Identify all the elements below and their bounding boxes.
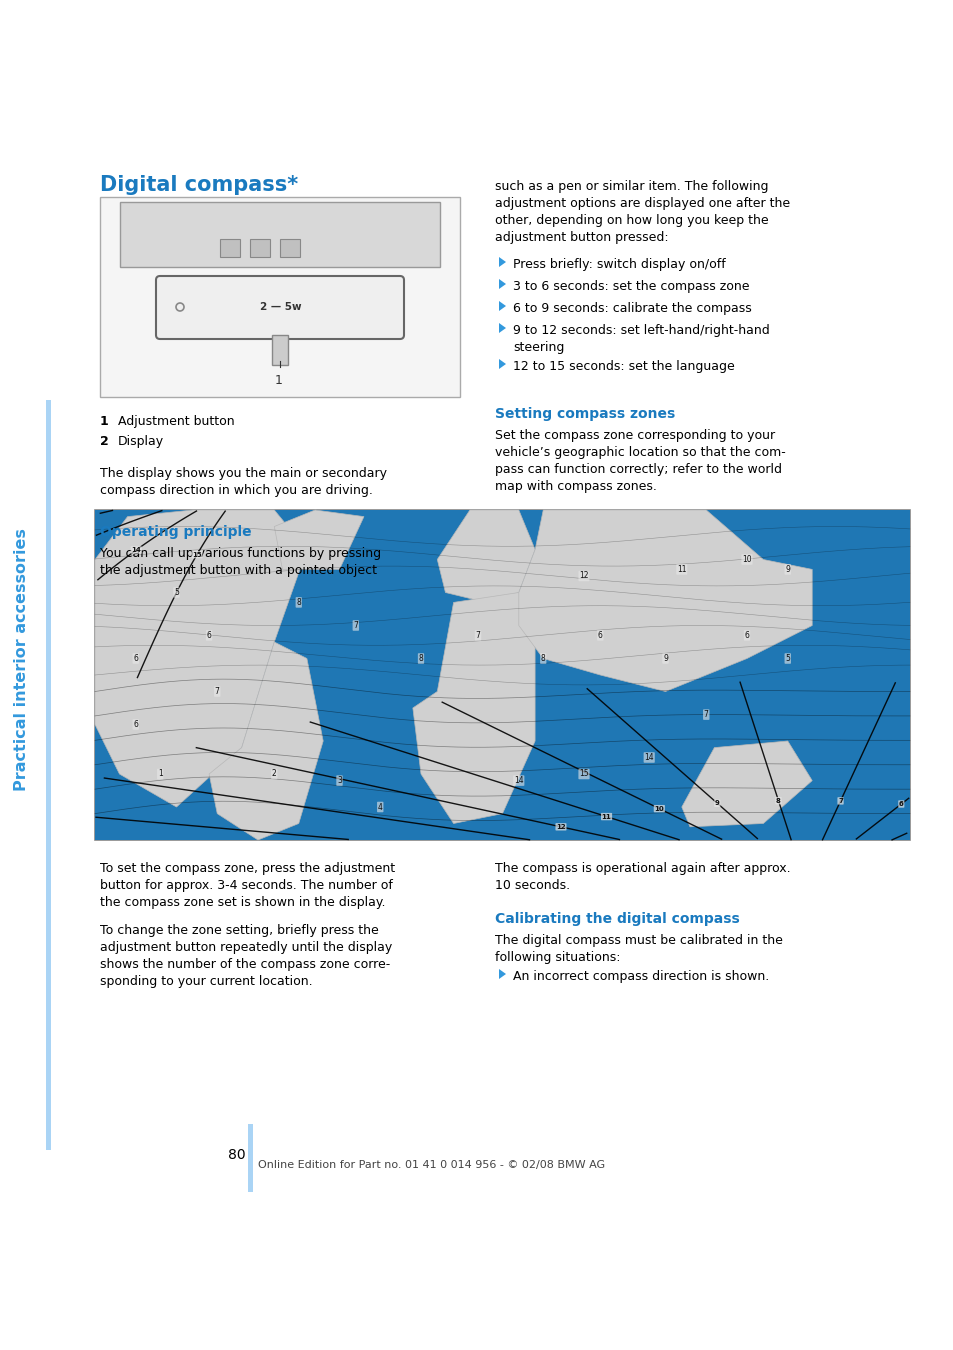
Text: Calibrating the digital compass: Calibrating the digital compass	[495, 913, 739, 926]
Polygon shape	[274, 510, 363, 570]
Text: 1: 1	[100, 414, 109, 428]
Bar	[95, 510, 909, 840]
Bar	[280, 239, 299, 256]
Polygon shape	[518, 510, 811, 691]
Text: Operating principle: Operating principle	[100, 525, 252, 539]
Text: 8: 8	[296, 598, 301, 608]
Bar	[120, 202, 439, 267]
Text: 9: 9	[714, 801, 719, 806]
Polygon shape	[95, 510, 307, 807]
Text: 6: 6	[207, 630, 212, 640]
Text: 6: 6	[598, 630, 602, 640]
Text: 7: 7	[214, 687, 219, 697]
Text: Practical interior accessories: Practical interior accessories	[14, 529, 30, 791]
Text: You can call up various functions by pressing
the adjustment button with a point: You can call up various functions by pre…	[100, 547, 381, 576]
Text: 7: 7	[353, 621, 358, 630]
Text: 14: 14	[514, 776, 523, 786]
Text: 7: 7	[476, 630, 480, 640]
FancyBboxPatch shape	[100, 197, 459, 397]
Text: The compass is operational again after approx.
10 seconds.: The compass is operational again after a…	[495, 863, 790, 892]
Bar	[220, 239, 240, 256]
Polygon shape	[498, 256, 505, 267]
Text: Digital compass*: Digital compass*	[100, 176, 298, 194]
Text: 4: 4	[377, 802, 382, 811]
Text: 3: 3	[336, 776, 341, 786]
Text: 9 to 12 seconds: set left-hand/right-hand
steering: 9 to 12 seconds: set left-hand/right-han…	[513, 324, 769, 354]
Polygon shape	[498, 323, 505, 333]
Text: 11: 11	[677, 564, 686, 574]
Text: 1: 1	[274, 374, 283, 387]
Text: 6 to 9 seconds: calibrate the compass: 6 to 9 seconds: calibrate the compass	[513, 302, 751, 315]
Text: 9: 9	[662, 653, 667, 663]
Text: 15: 15	[192, 552, 202, 558]
Text: Online Edition for Part no. 01 41 0 014 956 - © 02/08 BMW AG: Online Edition for Part no. 01 41 0 014 …	[257, 1160, 604, 1170]
Text: 8: 8	[775, 798, 781, 803]
Polygon shape	[498, 279, 505, 289]
Polygon shape	[413, 593, 535, 824]
Text: 15: 15	[578, 769, 588, 779]
Text: To set the compass zone, press the adjustment
button for approx. 3-4 seconds. Th: To set the compass zone, press the adjus…	[100, 863, 395, 909]
Polygon shape	[681, 741, 811, 826]
Text: 14: 14	[132, 547, 141, 553]
Polygon shape	[498, 301, 505, 310]
Bar	[250, 239, 270, 256]
Text: 11: 11	[601, 814, 611, 819]
Bar	[95, 510, 909, 840]
Text: 80: 80	[228, 1148, 245, 1162]
Text: 2 — 5w: 2 — 5w	[260, 302, 301, 312]
Polygon shape	[436, 510, 535, 602]
Text: 6: 6	[898, 801, 902, 807]
Text: Adjustment button: Adjustment button	[118, 414, 234, 428]
Text: 7: 7	[703, 710, 708, 720]
Text: 7: 7	[838, 798, 842, 803]
Text: Display: Display	[118, 435, 164, 448]
Text: 5: 5	[173, 589, 179, 597]
FancyBboxPatch shape	[156, 275, 403, 339]
Text: Press briefly: switch display on/off: Press briefly: switch display on/off	[513, 258, 725, 271]
Text: 2: 2	[100, 435, 109, 448]
Text: 12: 12	[556, 824, 565, 830]
Text: 6: 6	[133, 653, 138, 663]
Text: 12 to 15 seconds: set the language: 12 to 15 seconds: set the language	[513, 360, 734, 373]
Text: 6: 6	[133, 720, 138, 729]
Text: 14: 14	[643, 753, 654, 761]
Text: 6: 6	[743, 630, 749, 640]
Text: such as a pen or similar item. The following
adjustment options are displayed on: such as a pen or similar item. The follo…	[495, 180, 789, 244]
Text: 1: 1	[157, 769, 162, 779]
Text: 8: 8	[540, 653, 545, 663]
Text: 3 to 6 seconds: set the compass zone: 3 to 6 seconds: set the compass zone	[513, 279, 749, 293]
Bar	[272, 335, 288, 365]
Text: 10: 10	[741, 555, 751, 564]
Text: The display shows you the main or secondary
compass direction in which you are d: The display shows you the main or second…	[100, 467, 387, 497]
Text: Set the compass zone corresponding to your
vehicle’s geographic location so that: Set the compass zone corresponding to yo…	[495, 429, 785, 493]
Text: 12: 12	[578, 571, 588, 580]
Text: Setting compass zones: Setting compass zones	[495, 406, 675, 421]
Text: An incorrect compass direction is shown.: An incorrect compass direction is shown.	[513, 971, 768, 983]
Text: To change the zone setting, briefly press the
adjustment button repeatedly until: To change the zone setting, briefly pres…	[100, 923, 392, 988]
Polygon shape	[498, 969, 505, 979]
Bar	[248, 1125, 253, 1192]
Polygon shape	[209, 643, 323, 840]
Text: 10: 10	[654, 806, 663, 811]
Text: The digital compass must be calibrated in the
following situations:: The digital compass must be calibrated i…	[495, 934, 782, 964]
Polygon shape	[498, 359, 505, 369]
Text: 5: 5	[784, 653, 789, 663]
Bar	[46, 400, 51, 1150]
Text: 8: 8	[418, 653, 423, 663]
Text: 9: 9	[784, 564, 789, 574]
Text: 2: 2	[272, 769, 276, 779]
